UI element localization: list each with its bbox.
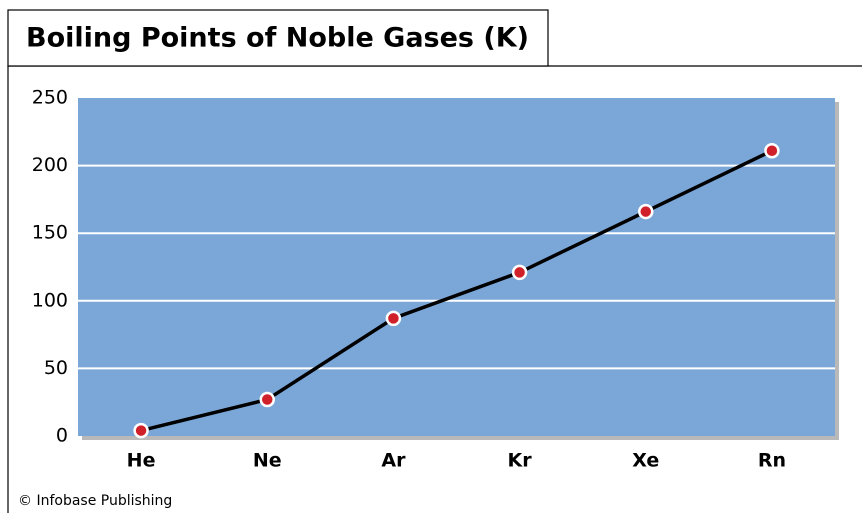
marker <box>764 142 780 159</box>
x-tick-label: Rn <box>758 450 786 472</box>
chart-title: Boiling Points of Noble Gases (K) <box>26 23 529 54</box>
x-tick-label: Kr <box>508 450 533 472</box>
y-tick-label: 200 <box>32 154 68 176</box>
y-tick-label: 0 <box>56 425 68 447</box>
y-tick-label: 50 <box>44 357 68 379</box>
x-tick-label: He <box>127 450 156 472</box>
title-box <box>7 9 549 67</box>
marker <box>511 264 528 281</box>
marker <box>133 422 149 439</box>
plot-area <box>78 98 835 436</box>
credit: © Infobase Publishing <box>18 493 172 509</box>
x-tick-label: Ne <box>253 450 282 472</box>
y-tick-label: 250 <box>32 87 68 109</box>
y-tick-label: 100 <box>32 289 68 311</box>
x-tick-label: Xe <box>632 450 659 472</box>
marker <box>638 203 654 220</box>
marker <box>259 391 275 408</box>
line <box>140 149 773 433</box>
x-tick-label: Ar <box>381 450 406 472</box>
y-tick-label: 150 <box>32 222 68 244</box>
marker <box>385 310 402 327</box>
